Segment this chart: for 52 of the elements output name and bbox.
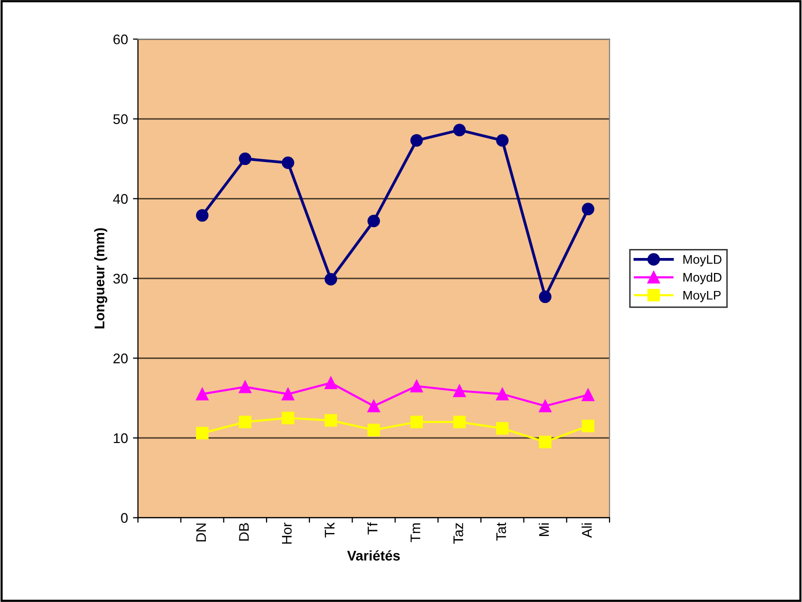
point xyxy=(196,426,208,440)
point xyxy=(410,134,423,147)
point xyxy=(238,416,252,428)
y-tick-label: 60 xyxy=(113,34,128,44)
point xyxy=(496,134,509,147)
x-tick-label: Tat xyxy=(496,522,506,541)
point xyxy=(453,384,466,398)
y-tick-label: 20 xyxy=(113,354,128,364)
point xyxy=(538,290,552,304)
x-tick-label: Mi xyxy=(538,523,549,536)
point xyxy=(238,152,252,166)
point xyxy=(324,272,338,286)
legend-label: MoyLD xyxy=(683,255,722,266)
point xyxy=(196,388,208,400)
point xyxy=(453,124,466,136)
point xyxy=(496,422,509,435)
point xyxy=(282,156,294,170)
x-axis-title: Variétés xyxy=(347,550,400,561)
point xyxy=(453,416,466,428)
point xyxy=(410,380,423,392)
point xyxy=(324,414,338,427)
x-tick-label: DB xyxy=(239,523,249,541)
point xyxy=(582,202,594,216)
point xyxy=(367,424,380,436)
point xyxy=(282,412,294,424)
y-tick-label: 30 xyxy=(113,274,128,284)
y-tick-label: 0 xyxy=(121,513,128,523)
point xyxy=(538,400,552,412)
point xyxy=(282,388,294,400)
point xyxy=(582,420,594,432)
y-axis-title: Longueur (mm) xyxy=(94,228,108,328)
point xyxy=(196,209,208,222)
point xyxy=(496,388,509,400)
point xyxy=(367,400,380,412)
y-tick-label: 50 xyxy=(113,114,128,124)
x-tick-label: Ali xyxy=(582,523,592,538)
point xyxy=(238,380,252,394)
y-tick-label: 10 xyxy=(114,433,128,444)
point xyxy=(538,436,552,448)
x-tick-label: Tm xyxy=(410,523,420,542)
x-tick-label: Hor xyxy=(282,522,292,544)
x-tick-label: Tf xyxy=(367,522,378,534)
x-tick-label: DN xyxy=(196,524,206,542)
x-tick-label: Tk xyxy=(324,522,334,538)
legend-label: MoydD xyxy=(683,272,722,284)
y-tick-label: 40 xyxy=(113,194,128,204)
point xyxy=(582,388,594,402)
point xyxy=(410,416,423,428)
point xyxy=(324,376,338,390)
legend-label: MoyLP xyxy=(683,290,721,302)
point xyxy=(367,214,380,228)
x-tick-label: Taz xyxy=(454,523,464,544)
